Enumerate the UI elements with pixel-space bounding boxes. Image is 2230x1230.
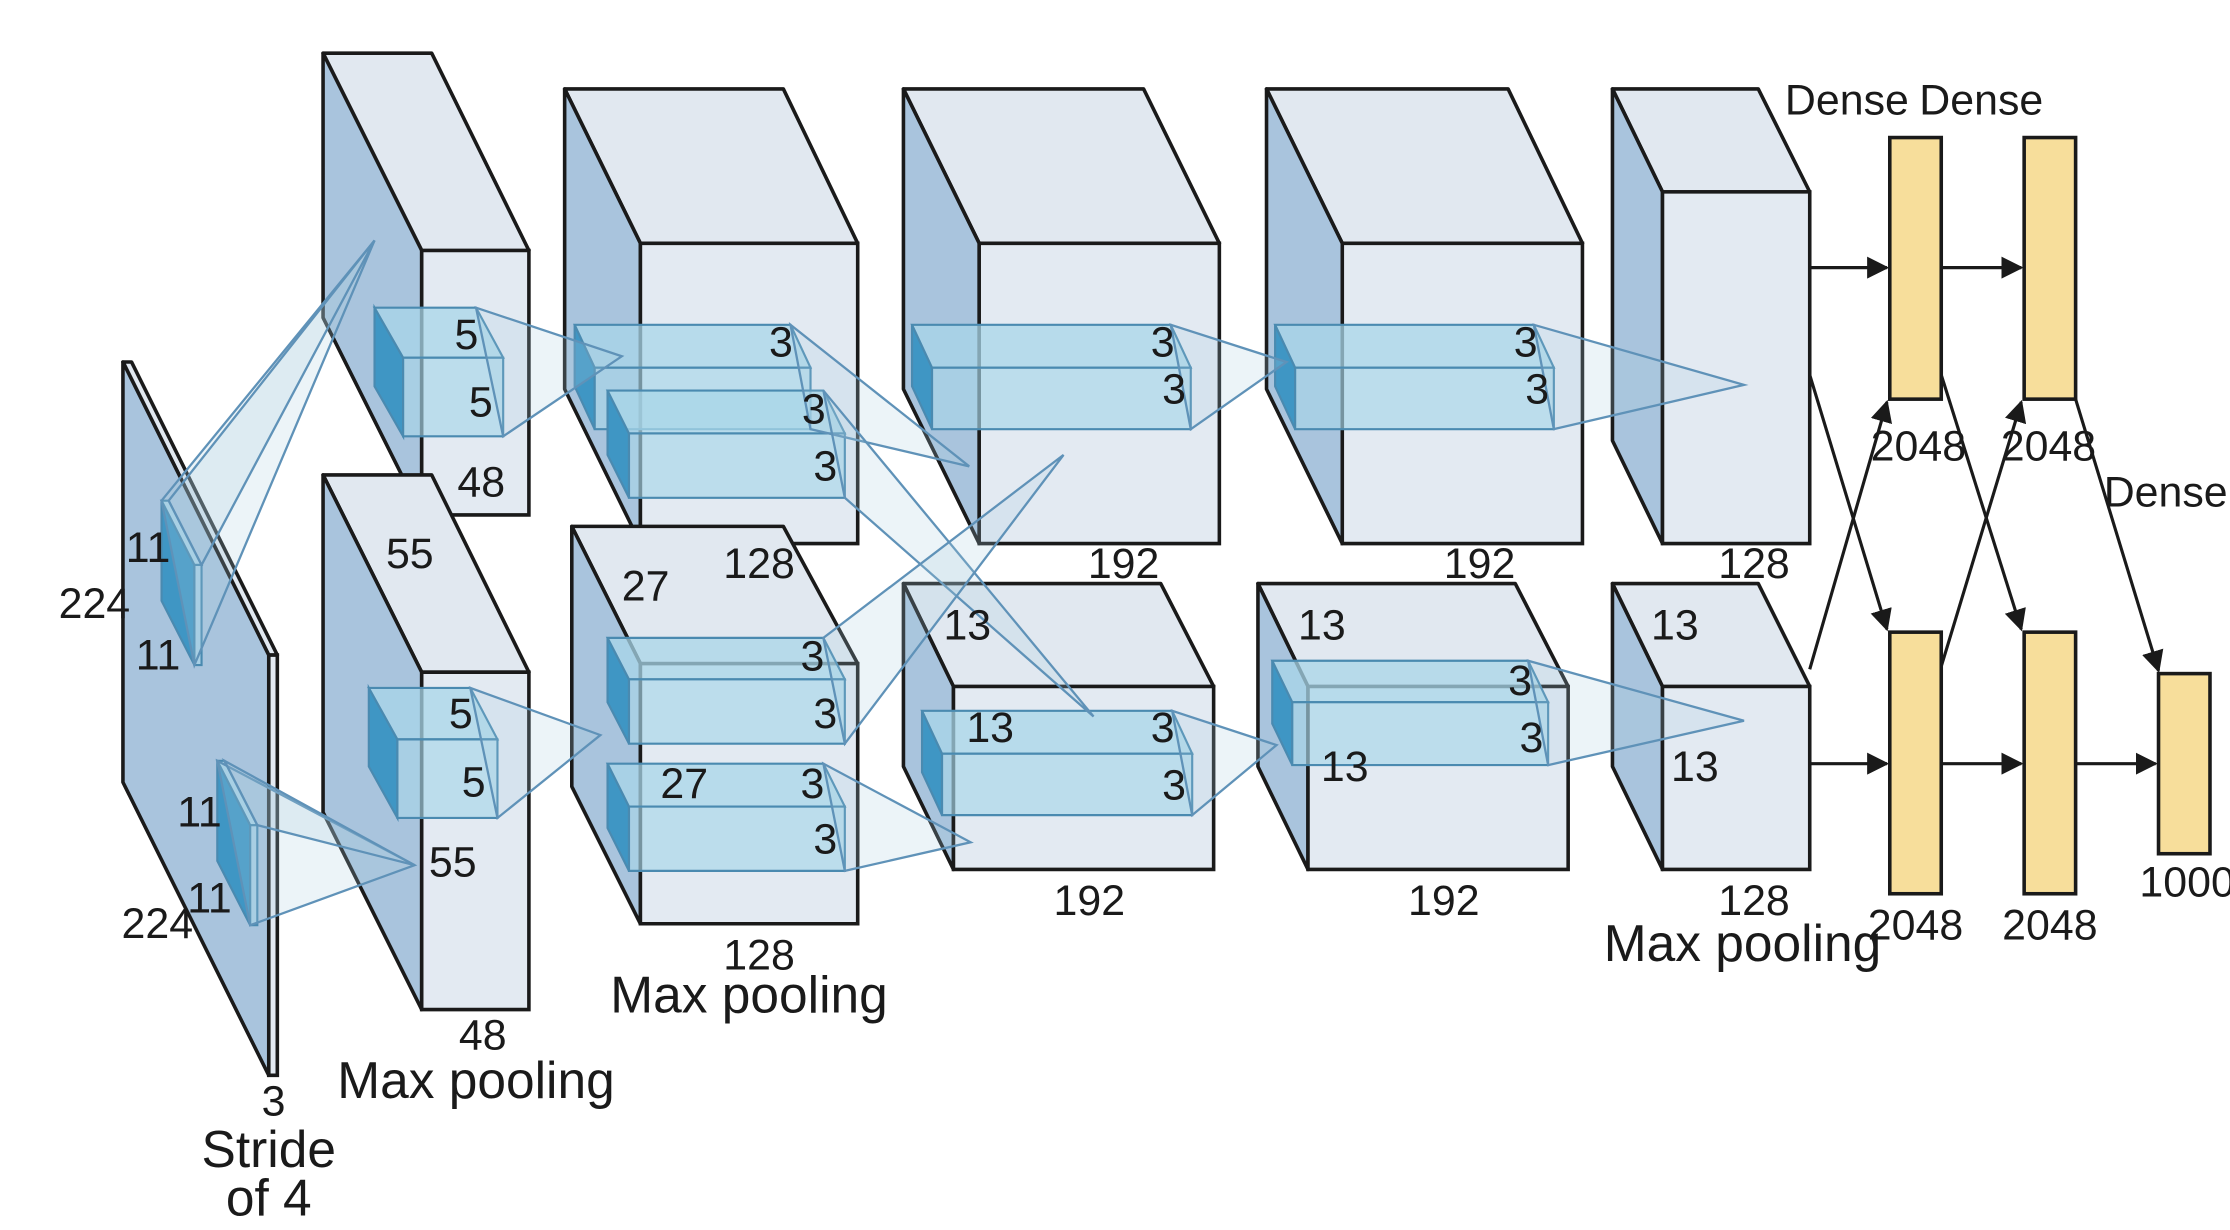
- conv2-pool-label: Max pooling: [610, 965, 887, 1023]
- conv4-top-depth-label: 192: [1444, 540, 1516, 588]
- dense-label-3: Dense: [2104, 468, 2228, 516]
- output-size-label: 1000: [2139, 859, 2230, 907]
- conv3-bottom-k3-label: 3: [1151, 704, 1175, 752]
- stride-label-line1: Stride: [202, 1120, 336, 1178]
- fc2-top-size-label: 2048: [2001, 423, 2096, 471]
- input-kernel-width-label: 11: [136, 631, 181, 679]
- conv4-bottom-k3-label: 3: [1508, 657, 1532, 705]
- input-kernel-height-label: 11: [126, 524, 171, 572]
- conv4-bottom-depth-label: 192: [1408, 877, 1480, 925]
- conv2-height-label: 27: [622, 563, 670, 611]
- conv1-pool-label: Max pooling: [337, 1051, 614, 1109]
- conv3-top-k2-label: 3: [1162, 365, 1186, 413]
- conv1-bottom-block: [321, 473, 531, 1012]
- conv3-width-label: 13: [966, 704, 1014, 752]
- conv1-bottom-depth-label: 48: [459, 1012, 507, 1060]
- input-height-label: 224: [59, 580, 131, 628]
- conv5-height-label: 13: [1651, 601, 1699, 649]
- conv4-bottom-block: [1256, 581, 1570, 872]
- dense-layers: [1887, 135, 2212, 896]
- conv2-bottom-k5-label: 3: [813, 690, 837, 738]
- conv4-bottom-k4-label: 3: [1520, 714, 1544, 762]
- arrow-conv5-bottom-to-fc1-top: [1808, 399, 1893, 670]
- conv1-width-label: 55: [429, 839, 477, 887]
- fc1-bottom-size-label: 2048: [1868, 901, 1963, 949]
- input-channels-label: 3: [262, 1077, 286, 1125]
- conv2-top-depth-label: 128: [723, 540, 795, 588]
- fc1-top-block: [1887, 135, 1944, 401]
- conv1-top-kernel-a-label: 5: [455, 311, 479, 359]
- conv5-bottom-block: [1610, 581, 1812, 872]
- conv4-height-label: 13: [1298, 601, 1346, 649]
- conv1-bottom-kernel-a-label: 5: [449, 690, 473, 738]
- arrow-fc2-top-to-output: [2074, 398, 2164, 673]
- conv3-top-k1-label: 3: [1151, 318, 1175, 366]
- fc1-bottom-block: [1887, 630, 1944, 896]
- fc2-top-block: [2022, 135, 2078, 401]
- conv4-top-k2-label: 3: [1525, 365, 1549, 413]
- arrow-fc1-top-to-fc2-bottom: [1939, 374, 2026, 632]
- fc2-bottom-block: [2022, 630, 2078, 896]
- conv3-bottom-depth-label: 192: [1054, 877, 1126, 925]
- dense-connections: [1808, 256, 2164, 775]
- conv2-bottom-k7-label: 3: [813, 816, 837, 864]
- conv2-bottom-block: [570, 524, 860, 926]
- conv4-width-label: 13: [1321, 743, 1369, 791]
- conv2-width-label: 27: [660, 760, 708, 808]
- fc2-bottom-size-label: 2048: [2002, 901, 2097, 949]
- conv1-bottom-kernel-b-label: 5: [462, 759, 486, 807]
- conv3-bottom-block: [901, 581, 1216, 872]
- conv4-top-block: [1264, 87, 1585, 546]
- conv3-height-label: 13: [943, 601, 991, 649]
- conv1-top-depth-label: 48: [457, 458, 505, 506]
- arrow-conv5-top-to-fc1-bottom: [1808, 374, 1892, 632]
- conv4-top-k1-label: 3: [1514, 318, 1538, 366]
- dense-label-2: Dense: [1919, 77, 2043, 125]
- conv5-width-label: 13: [1671, 743, 1719, 791]
- conv5-pool-label: Max pooling: [1604, 914, 1881, 972]
- conv3-top-depth-label: 192: [1088, 540, 1160, 588]
- conv2-bottom-k6-label: 3: [801, 760, 825, 808]
- conv5-bottom-depth-label: 128: [1718, 877, 1790, 925]
- conv3-top-block: [901, 87, 1222, 546]
- output-block: [2156, 671, 2212, 856]
- arrow-fc1-bottom-to-fc2-top: [1939, 399, 2027, 667]
- stride-label-line2: of 4: [226, 1168, 312, 1226]
- conv3-bottom-k4-label: 3: [1162, 761, 1186, 809]
- dense-label-1: Dense: [1785, 77, 1909, 125]
- conv1-height-label: 55: [386, 530, 434, 578]
- conv2-bottom-k4-label: 3: [801, 633, 825, 681]
- receptive-field-projections: [160, 239, 1749, 927]
- input-kernel2-height-label: 11: [177, 789, 222, 837]
- conv2-top-k2-label: 3: [802, 385, 826, 433]
- conv2-top-block: [562, 87, 860, 546]
- fc1-top-size-label: 2048: [1871, 423, 1966, 471]
- input-width-label: 224: [122, 900, 194, 948]
- input-image-face: [121, 360, 271, 1078]
- conv2-bottom-depth-label: 128: [723, 932, 795, 980]
- conv2-top-k1-label: 3: [769, 318, 793, 366]
- conv2-top-k3-label: 3: [813, 443, 837, 491]
- conv1-top-kernel-b-label: 5: [469, 378, 493, 426]
- input-kernel2-width-label: 11: [187, 874, 232, 922]
- conv5-top-depth-label: 128: [1718, 540, 1790, 588]
- conv5-top-block: [1610, 87, 1812, 546]
- labels: 224 224 3 11 11 11 11 Stride of 4 5 5 48…: [59, 77, 2230, 1227]
